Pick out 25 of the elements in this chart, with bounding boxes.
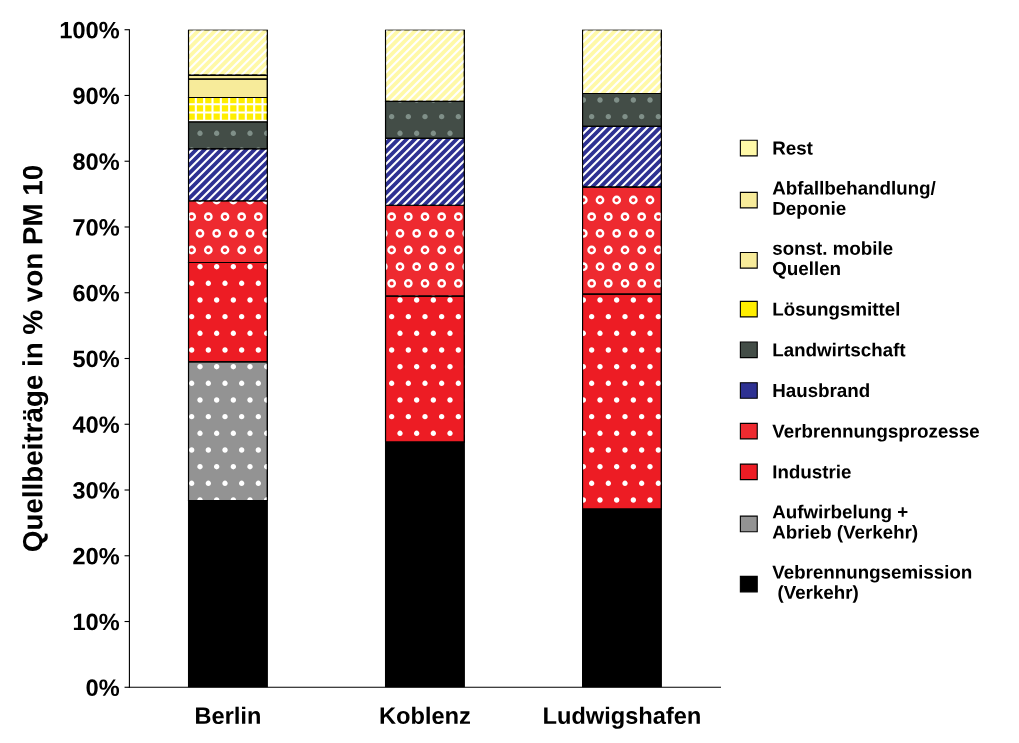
- y-tick-label: 90%: [73, 87, 120, 105]
- y-tick-label: 60%: [73, 284, 120, 302]
- legend-label: Landwirtschaft: [773, 342, 906, 357]
- legend-label: sonst. mobile Quellen: [772, 241, 893, 279]
- legend-label: Abfallbehandlung/ Deponie: [772, 180, 936, 219]
- y-tick-label: 0%: [86, 679, 120, 697]
- y-tick-label: 100%: [60, 21, 120, 39]
- legend-label: Verbrennungsprozesse: [772, 424, 979, 442]
- x-tick-label: Koblenz: [380, 706, 470, 725]
- legend-label: Industrie: [773, 464, 851, 479]
- legend-label: Lösungsmittel: [773, 302, 900, 320]
- legend-label: Vebrennungsemission (Verkehr): [772, 564, 972, 603]
- legend-label: Aufwirbelung + Abrieb (Verkehr): [772, 504, 918, 543]
- x-tick-label: Berlin: [196, 706, 260, 725]
- y-tick-label: 70%: [73, 219, 120, 236]
- y-tick-label: 80%: [73, 153, 120, 171]
- y-tick-label: 20%: [73, 547, 120, 565]
- y-tick-label: 40%: [72, 416, 120, 434]
- y-tick-label: 30%: [72, 482, 120, 499]
- x-tick-label: Ludwigshafen: [544, 706, 700, 729]
- y-tick-label: 50%: [73, 350, 120, 368]
- y-axis-title: Quellbeiträge in % von PM 10: [22, 165, 49, 552]
- y-tick-label: 10%: [73, 613, 120, 631]
- legend-label: Rest: [773, 141, 813, 155]
- legend-label: Hausbrand: [773, 383, 869, 398]
